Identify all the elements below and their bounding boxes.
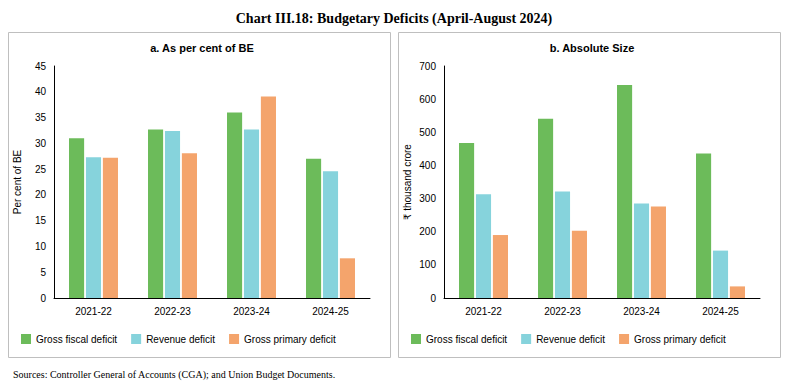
svg-text:2024-25: 2024-25 xyxy=(312,306,349,317)
svg-text:b. Absolute Size: b. Absolute Size xyxy=(550,42,635,54)
svg-text:2022-23: 2022-23 xyxy=(544,306,581,317)
svg-text:2022-23: 2022-23 xyxy=(154,306,191,317)
svg-text:30: 30 xyxy=(35,138,47,149)
svg-text:Chart III.18: Budgetary Defici: Chart III.18: Budgetary Deficits (April-… xyxy=(236,11,553,27)
svg-text:600: 600 xyxy=(419,94,436,105)
svg-text:10: 10 xyxy=(35,241,47,252)
svg-text:5: 5 xyxy=(40,267,46,278)
svg-text:40: 40 xyxy=(35,86,47,97)
svg-text:15: 15 xyxy=(35,215,47,226)
svg-text:2024-25: 2024-25 xyxy=(702,306,739,317)
svg-text:500: 500 xyxy=(419,127,436,138)
svg-text:Gross fiscal deficit: Gross fiscal deficit xyxy=(426,334,507,345)
svg-text:20: 20 xyxy=(35,189,47,200)
svg-text:₹ thousand crore: ₹ thousand crore xyxy=(402,144,413,220)
svg-text:2021-22: 2021-22 xyxy=(465,306,502,317)
svg-text:Sources: Controller General of: Sources: Controller General of Accounts … xyxy=(13,369,335,381)
svg-text:200: 200 xyxy=(419,226,436,237)
svg-text:a. As per cent of BE: a. As per cent of BE xyxy=(150,42,254,54)
svg-text:300: 300 xyxy=(419,193,436,204)
svg-text:700: 700 xyxy=(419,61,436,72)
svg-text:Gross primary deficit: Gross primary deficit xyxy=(244,334,336,345)
svg-text:25: 25 xyxy=(35,164,47,175)
svg-text:2023-24: 2023-24 xyxy=(623,306,660,317)
svg-text:Gross primary deficit: Gross primary deficit xyxy=(634,334,726,345)
svg-text:0: 0 xyxy=(40,293,46,304)
svg-text:Per cent of BE: Per cent of BE xyxy=(12,149,23,214)
svg-text:Gross fiscal deficit: Gross fiscal deficit xyxy=(36,334,117,345)
svg-text:400: 400 xyxy=(419,160,436,171)
svg-text:35: 35 xyxy=(35,112,47,123)
svg-text:2021-22: 2021-22 xyxy=(75,306,112,317)
svg-text:100: 100 xyxy=(419,259,436,270)
svg-text:2023-24: 2023-24 xyxy=(233,306,270,317)
svg-text:0: 0 xyxy=(430,293,436,304)
svg-text:Revenue deficit: Revenue deficit xyxy=(146,334,215,345)
svg-text:Revenue deficit: Revenue deficit xyxy=(536,334,605,345)
svg-text:45: 45 xyxy=(35,61,47,72)
